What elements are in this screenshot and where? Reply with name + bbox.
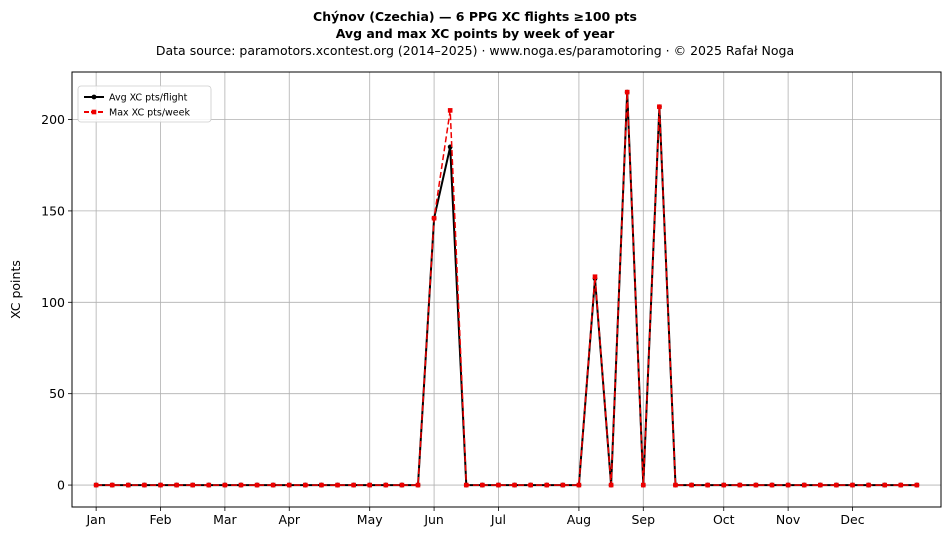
data-point	[109, 482, 115, 488]
data-point	[898, 482, 904, 488]
data-point	[866, 482, 871, 488]
y-tick-label: 150	[41, 203, 65, 218]
series-line-1	[96, 91, 917, 487]
legend-marker	[91, 94, 97, 100]
chart-source-note: Data source: paramotors.xcontest.org (20…	[155, 43, 795, 58]
data-point	[818, 482, 823, 488]
legend-label-2: Max XC pts/week	[109, 108, 190, 119]
data-point	[640, 482, 646, 488]
data-point	[142, 482, 147, 488]
x-tick-label: Jan	[85, 512, 105, 527]
data-point	[447, 108, 453, 113]
legend-box	[77, 85, 212, 123]
x-tick-label: May	[357, 512, 383, 527]
data-point	[351, 482, 356, 488]
series-lines	[93, 89, 920, 488]
data-point	[286, 482, 292, 488]
legend-label-1: Avg XC pts/flight	[109, 93, 188, 104]
data-point	[673, 482, 678, 488]
data-point	[319, 482, 324, 488]
data-point	[544, 482, 550, 488]
x-tick-label: Aug	[567, 512, 591, 527]
y-tick-label: 200	[41, 112, 65, 127]
data-point	[705, 482, 710, 488]
data-point	[126, 482, 131, 488]
x-tick-label: Jun	[423, 512, 444, 527]
data-point	[689, 482, 694, 488]
data-point	[206, 482, 212, 488]
data-point	[399, 482, 405, 488]
data-point	[367, 482, 373, 488]
data-point	[431, 215, 437, 221]
axis-ticks: Jan Feb Mar Apr May Jun Jul Aug Sep Oct Nov Dec 0 50 1…	[41, 112, 865, 527]
chart-title: Chýnov (Czechia) — 6 PPG XC flights ≥100…	[313, 9, 637, 24]
data-point	[850, 482, 855, 488]
data-point	[383, 482, 389, 488]
chart-subtitle: Avg and max XC points by week of year	[335, 26, 615, 41]
data-point	[174, 482, 179, 488]
data-point	[222, 482, 228, 488]
x-tick-label: Mar	[213, 512, 237, 527]
data-point	[576, 482, 582, 488]
y-tick-label: 0	[57, 478, 65, 493]
data-point	[785, 482, 791, 488]
x-tick-label: Oct	[713, 512, 735, 527]
data-point	[914, 482, 920, 488]
data-point	[528, 482, 533, 488]
y-tick-label: 100	[41, 295, 65, 310]
data-point	[512, 482, 517, 488]
y-tick-label: 50	[49, 386, 65, 401]
x-tick-label: Sep	[632, 512, 656, 527]
y-axis-label: XC points	[8, 260, 23, 319]
plot-frame	[71, 71, 942, 508]
legend-marker	[91, 109, 97, 115]
data-point	[335, 482, 340, 488]
data-point	[560, 482, 566, 488]
legend: Avg XC pts/flight Max XC pts/week	[77, 85, 212, 123]
data-point	[769, 482, 775, 488]
grid-lines	[72, 72, 941, 507]
data-point	[737, 482, 743, 488]
data-point	[158, 482, 163, 488]
data-point	[463, 482, 469, 488]
data-point	[801, 482, 807, 488]
data-point	[270, 482, 276, 488]
x-tick-label: Feb	[149, 512, 171, 527]
data-point	[882, 482, 887, 488]
x-tick-label: Dec	[840, 512, 864, 527]
data-point	[190, 482, 195, 488]
data-point	[624, 89, 630, 95]
data-point	[753, 482, 759, 488]
data-point	[254, 482, 260, 488]
x-tick-label: Nov	[776, 512, 801, 527]
series-line-2	[96, 91, 917, 486]
data-point	[834, 482, 839, 488]
data-point	[93, 482, 99, 488]
data-point	[608, 482, 614, 488]
data-point	[415, 482, 421, 488]
data-point	[496, 482, 501, 488]
data-point	[592, 274, 598, 280]
data-point	[657, 104, 662, 110]
x-tick-label: Apr	[278, 512, 300, 527]
x-tick-label: Jul	[490, 512, 506, 527]
data-point	[303, 482, 308, 488]
data-point	[721, 482, 727, 488]
data-point	[480, 482, 485, 488]
data-point	[238, 482, 244, 488]
